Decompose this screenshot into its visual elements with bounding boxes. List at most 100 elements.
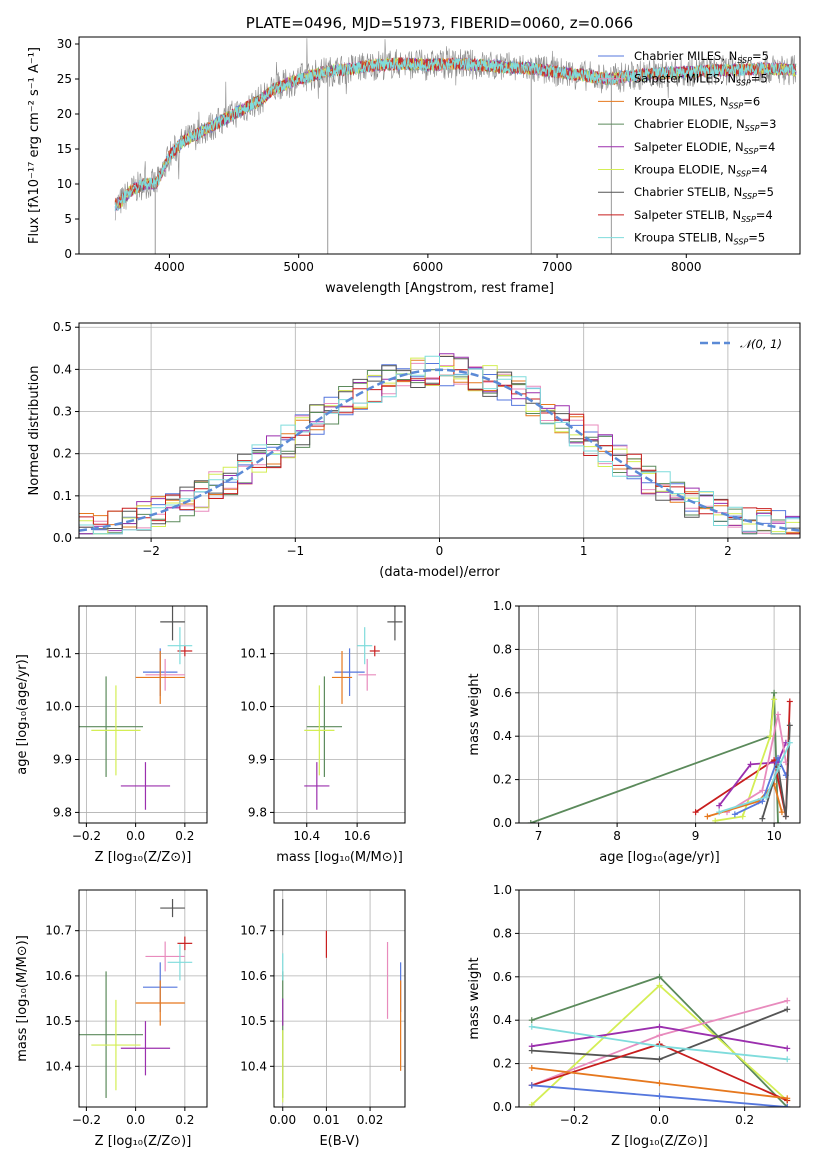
legend-label: Chabrier MILES, NSSP=5 — [634, 49, 769, 65]
y-tick-label: 9.9 — [53, 752, 72, 766]
legend-label: Kroupa MILES, NSSP=6 — [634, 94, 760, 110]
legend-text: Salpeter STELIB, N — [634, 208, 741, 222]
y-tick-label: 10.1 — [240, 647, 267, 661]
x-axis-label: E(B-V) — [319, 1134, 359, 1149]
x-tick-label: −2 — [142, 544, 160, 558]
y-tick-label: 15 — [57, 142, 72, 156]
legend-label: Salpeter ELODIE, NSSP=4 — [634, 140, 775, 156]
chart-weight-vs-Z: −0.2 0.0 0.2 0.0 0.2 0.4 0.6 0.8 1.0 Z [log₁₀(Z/Z… — [467, 883, 801, 1149]
legend-tail: =5 — [757, 185, 774, 199]
y-tick-label: 0.6 — [493, 686, 512, 700]
axes-frame — [518, 605, 801, 824]
y-tick-label: 0.5 — [53, 320, 72, 334]
legend-tail: =5 — [748, 231, 765, 245]
axes-frame — [78, 889, 208, 1108]
chart-mass-vs-Z: −0.2 0.0 0.2 10.4 10.5 10.6 10.7 Z [log₁₀(Z/Z⊙)… — [15, 889, 208, 1149]
chart-weight-vs-age: 7 8 9 10 0.0 0.2 0.4 0.6 0.8 1.0 age [log₁₀(age/yr… — [467, 599, 801, 865]
y-tick-label: 9.8 — [248, 805, 267, 819]
x-axis-label: Z [log₁₀(Z/Z⊙)] — [611, 1134, 708, 1149]
x-axis-label: (data-model)/error — [379, 565, 500, 580]
plot-area — [79, 899, 193, 1098]
y-tick-label: 10.5 — [45, 1014, 72, 1028]
legend-subscript: SSP — [734, 238, 749, 247]
x-tick-label: 10.6 — [344, 829, 371, 843]
x-tick-label: 7000 — [542, 260, 573, 274]
x-tick-label: 0.01 — [313, 1113, 340, 1127]
histogram-series — [79, 355, 800, 535]
y-tick-label: 0.3 — [53, 405, 72, 419]
gaussian-curve — [79, 368, 800, 532]
legend-subscript: SSP — [741, 215, 756, 224]
axes-frame — [78, 605, 208, 824]
y-axis-label: mass weight — [467, 957, 482, 1039]
x-tick-label: 10 — [766, 829, 781, 843]
legend-subscript: SSP — [736, 170, 751, 179]
legend-label: Chabrier ELODIE, NSSP=3 — [634, 117, 776, 133]
x-tick-label: 0.0 — [650, 1113, 669, 1127]
axes-frame — [273, 605, 406, 824]
y-tick-label: 10.5 — [240, 1014, 267, 1028]
plot-area — [79, 353, 800, 535]
x-axis-label: Z [log₁₀(Z/Z⊙)] — [95, 850, 192, 865]
y-tick-label: 0.4 — [493, 1013, 512, 1027]
x-tick-label: 0.02 — [357, 1113, 384, 1127]
x-tick-label: 0.00 — [269, 1113, 296, 1127]
legend-tail: =4 — [751, 163, 768, 177]
y-tick-label: 0 — [64, 247, 72, 261]
x-tick-label: 0.0 — [126, 829, 145, 843]
y-axis-label: mass [log₁₀(M/M⊙)] — [15, 935, 30, 1062]
axes-frame — [78, 36, 801, 255]
y-tick-label: 10.7 — [240, 924, 267, 938]
legend-label: Kroupa STELIB, NSSP=5 — [634, 231, 765, 247]
spectrum-series-line — [114, 57, 797, 212]
x-tick-label: 0.2 — [735, 1113, 754, 1127]
x-tick-label: 0.2 — [175, 829, 194, 843]
y-tick-label: 10.6 — [240, 969, 267, 983]
legend-text: Chabrier MILES, N — [634, 49, 737, 63]
x-axis-label: wavelength [Angstrom, rest frame] — [325, 281, 554, 296]
x-tick-label: 0 — [436, 544, 444, 558]
x-tick-label: 0.0 — [126, 1113, 145, 1127]
chart-age-vs-mass: 10.4 10.6 9.8 9.9 10.0 10.1 mass [log₁₀(M/M⊙)] — [240, 605, 406, 865]
x-tick-label: 0.2 — [175, 1113, 194, 1127]
legend-text: Kroupa ELODIE, N — [634, 163, 736, 177]
legend-subscript: SSP — [736, 79, 751, 88]
y-tick-label: 1.0 — [493, 883, 512, 897]
legend-label: Salpeter MILES, NSSP=5 — [634, 72, 768, 88]
weight-series-line — [761, 725, 791, 819]
y-tick-label: 10 — [57, 177, 72, 191]
plot-area — [79, 606, 193, 810]
y-axis-label: age [log₁₀(age/yr)] — [15, 654, 30, 775]
y-tick-label: 0.1 — [53, 489, 72, 503]
legend-text: Kroupa MILES, N — [634, 94, 729, 108]
legend-text: Salpeter MILES, N — [634, 72, 736, 86]
y-tick-label: 0.4 — [493, 729, 512, 743]
y-tick-label: 0.2 — [493, 773, 512, 787]
y-axis-label: Normed distribution — [27, 366, 42, 496]
legend-label: 𝒩(0, 1) — [740, 337, 782, 351]
y-tick-label: 0.2 — [493, 1057, 512, 1071]
y-tick-label: 10.4 — [240, 1059, 267, 1073]
chart-spectrum: 4000 5000 6000 7000 8000 0 5 10 15 20 25 30 waveleng… — [27, 36, 801, 296]
legend-label: Salpeter STELIB, NSSP=4 — [634, 208, 773, 224]
axes-frame — [273, 889, 406, 1108]
legend-label: Chabrier STELIB, NSSP=5 — [634, 185, 774, 201]
y-tick-label: 0.4 — [53, 362, 72, 376]
legend-text: Chabrier ELODIE, N — [634, 117, 745, 131]
x-tick-label: −0.2 — [560, 1113, 589, 1127]
legend-tail: =5 — [751, 72, 768, 86]
x-tick-label: −0.2 — [72, 829, 101, 843]
y-tick-label: 10.7 — [45, 924, 72, 938]
weight-series-line — [715, 699, 775, 822]
y-tick-label: 10.6 — [45, 969, 72, 983]
y-tick-label: 0.6 — [493, 970, 512, 984]
legend-label: Kroupa ELODIE, NSSP=4 — [634, 163, 768, 179]
plot-area — [282, 899, 402, 1103]
x-tick-label: 1 — [580, 544, 588, 558]
y-tick-label: 0.8 — [493, 642, 512, 656]
legend-subscript: SSP — [737, 56, 752, 65]
y-tick-label: 1.0 — [493, 599, 512, 613]
y-tick-label: 9.8 — [53, 805, 72, 819]
